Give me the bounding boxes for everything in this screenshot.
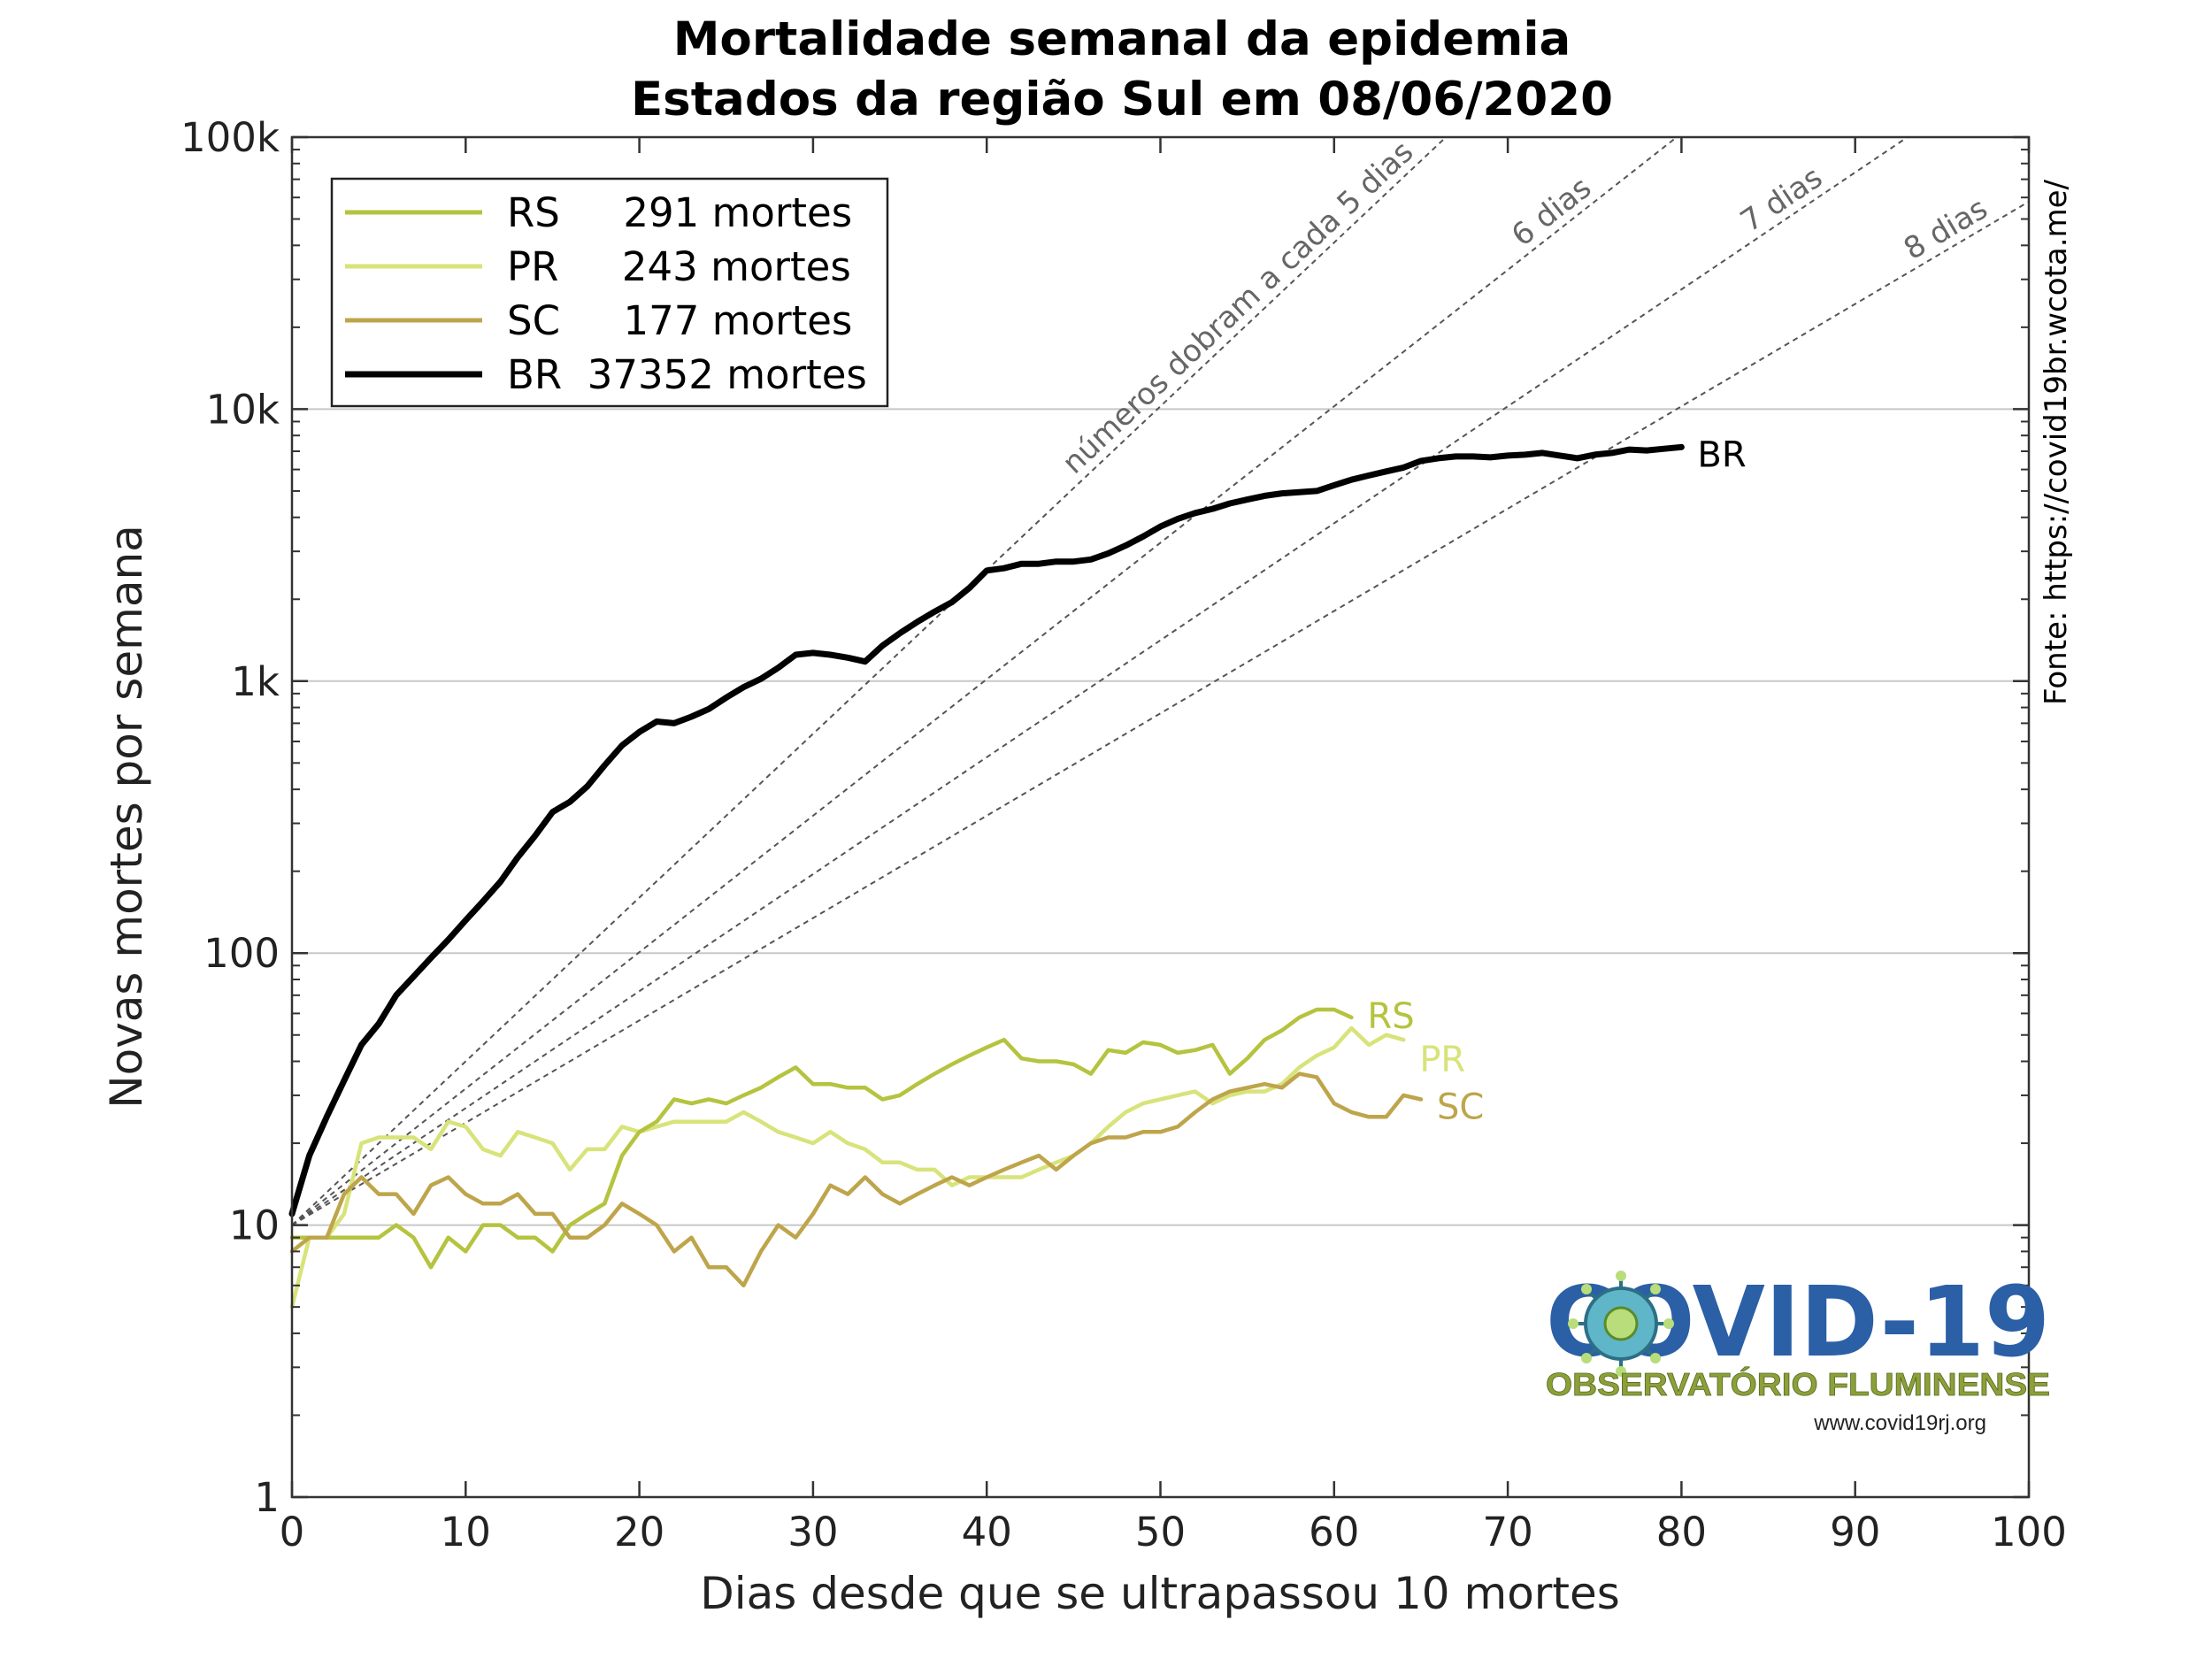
y-tick-label: 1 xyxy=(254,1474,280,1521)
guide-line-5-days xyxy=(291,136,1447,1226)
legend-box xyxy=(330,177,889,408)
legend-label-br: BR 37352 mortes xyxy=(507,351,867,398)
source-label: Fonte: https://covid19br.wcota.me/ xyxy=(2039,179,2074,705)
series-line-sc xyxy=(289,1071,1424,1288)
series-line-rs xyxy=(289,1007,1354,1270)
covid19-logo: COVID-19 OBSERVATÓRIO FLUMINENSE www.cov… xyxy=(1546,1265,2051,1435)
guide-line-6-days xyxy=(291,136,1678,1226)
x-tick-label: 10 xyxy=(441,1509,491,1555)
series-end-label-pr: PR xyxy=(1419,1040,1465,1080)
x-tick-label: 100 xyxy=(1991,1509,2067,1555)
series-line-pr xyxy=(289,1025,1406,1310)
chart-title-line-1: Mortalidade semanal da epidemia xyxy=(673,12,1571,66)
chart-title-line-2: Estados da região Sul em 08/06/2020 xyxy=(631,73,1613,127)
x-tick-label: 80 xyxy=(1656,1509,1707,1555)
legend-label-rs: RS 291 mortes xyxy=(507,189,852,236)
y-tick-label: 100 xyxy=(204,930,280,977)
series-end-label-rs: RS xyxy=(1367,996,1414,1037)
y-tick-label: 100k xyxy=(180,114,280,161)
legend-label-sc: SC 177 mortes xyxy=(507,297,852,344)
y-tick-label: 1k xyxy=(231,658,280,705)
logo-url: www.covid19rj.org xyxy=(1813,1411,1986,1435)
x-tick-label: 40 xyxy=(962,1509,1012,1555)
series-end-label-sc: SC xyxy=(1437,1087,1484,1127)
legend-label-pr: PR 243 mortes xyxy=(507,243,851,290)
legend: RS 291 mortes PR 243 mortes SC 177 mortes B… xyxy=(330,177,889,408)
virus-icon xyxy=(1568,1271,1674,1377)
x-tick-label: 50 xyxy=(1135,1509,1186,1555)
x-tick-label: 60 xyxy=(1309,1509,1359,1555)
guide-line-8-days xyxy=(291,201,2030,1226)
y-axis-label: Novas mortes por semana xyxy=(101,525,152,1109)
x-tick-label: 20 xyxy=(614,1509,664,1555)
series-line-br xyxy=(288,443,1685,1217)
logo-subtitle: OBSERVATÓRIO FLUMINENSE xyxy=(1546,1365,2050,1402)
x-tick-label: 70 xyxy=(1482,1509,1532,1555)
x-tick-label: 30 xyxy=(787,1509,838,1555)
x-tick-label: 90 xyxy=(1830,1509,1880,1555)
axis-ticks: 1 10 100 1k 10k 100k 0 10 20 30 40 50 60 70 80 90 100 xyxy=(180,114,2067,1555)
series-lines xyxy=(288,443,1685,1310)
grid xyxy=(292,408,2029,1226)
x-axis-label: Dias desde que se ultrapassou 10 mortes xyxy=(700,1568,1620,1619)
series-end-label-br: BR xyxy=(1697,434,1746,475)
y-tick-label: 10k xyxy=(206,386,280,433)
y-tick-label: 10 xyxy=(229,1202,280,1249)
x-tick-label: 0 xyxy=(280,1509,305,1555)
guide-line-7-days xyxy=(291,136,1909,1226)
